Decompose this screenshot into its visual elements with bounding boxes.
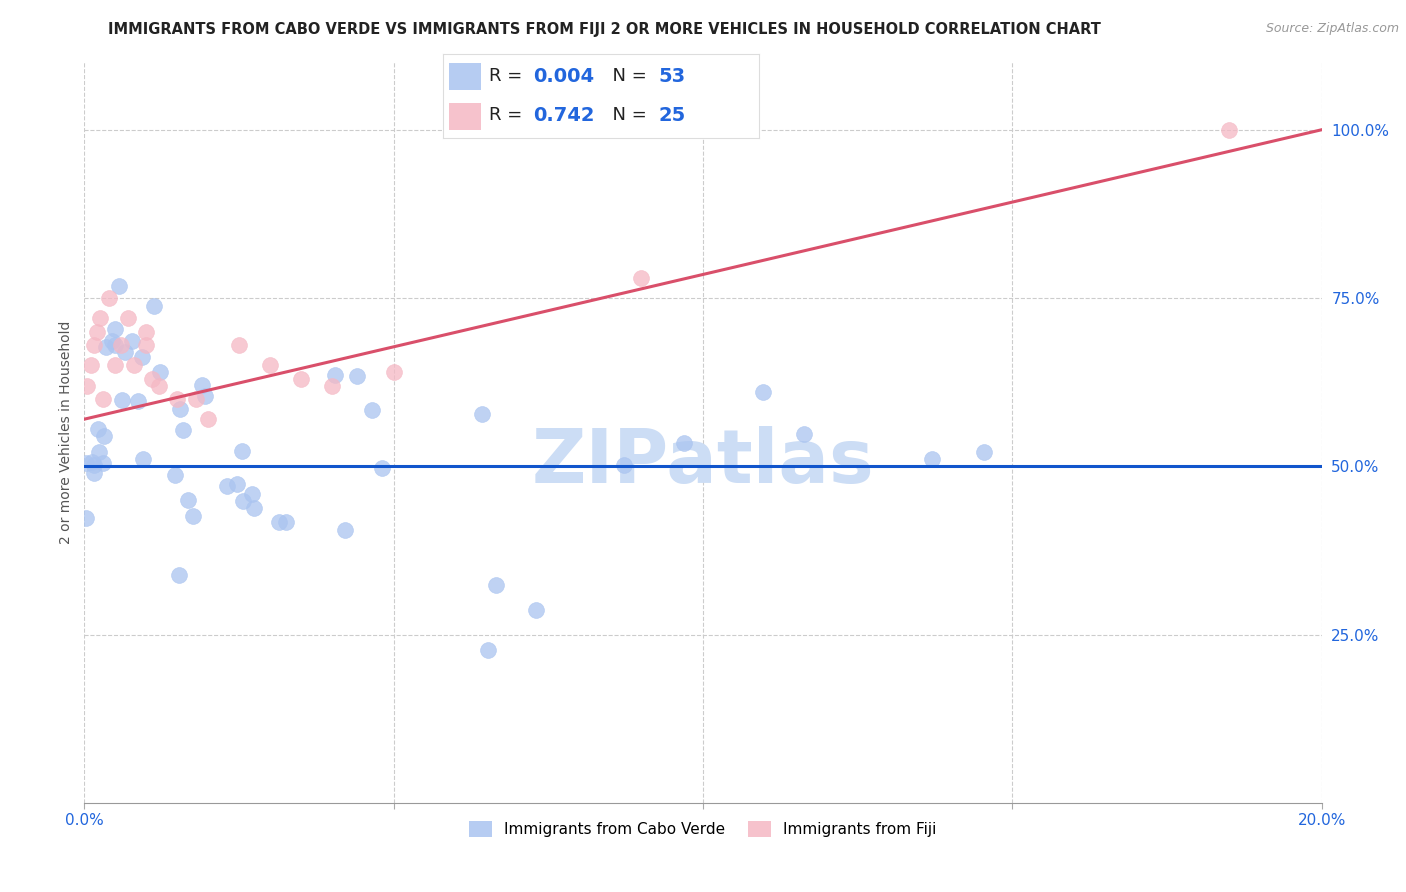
Point <box>973 445 995 459</box>
Point <box>630 270 652 285</box>
Point <box>166 392 188 406</box>
Point <box>228 338 250 352</box>
Point <box>127 394 149 409</box>
Point <box>143 299 166 313</box>
Point <box>191 378 214 392</box>
Point <box>131 350 153 364</box>
Point <box>91 456 114 470</box>
Point <box>360 403 382 417</box>
Point <box>101 334 124 348</box>
Point <box>269 515 291 529</box>
Point <box>111 392 134 407</box>
Point <box>87 422 110 436</box>
Point <box>93 429 115 443</box>
Point <box>83 458 105 472</box>
Point <box>94 340 117 354</box>
Y-axis label: 2 or more Vehicles in Household: 2 or more Vehicles in Household <box>59 321 73 544</box>
Point <box>176 492 198 507</box>
Point <box>104 359 127 373</box>
Point <box>135 325 157 339</box>
FancyBboxPatch shape <box>450 62 481 90</box>
Point <box>197 412 219 426</box>
Point <box>104 338 127 352</box>
Point <box>382 365 405 379</box>
Point <box>231 443 253 458</box>
Point <box>117 311 139 326</box>
Point <box>75 510 97 524</box>
Point <box>1218 122 1240 136</box>
Point <box>194 389 217 403</box>
Point <box>477 643 499 657</box>
Text: N =: N = <box>602 68 652 86</box>
Point <box>226 477 249 491</box>
Point <box>148 378 170 392</box>
Text: N =: N = <box>602 106 652 124</box>
Text: IMMIGRANTS FROM CABO VERDE VS IMMIGRANTS FROM FIJI 2 OR MORE VEHICLES IN HOUSEHO: IMMIGRANTS FROM CABO VERDE VS IMMIGRANTS… <box>108 22 1101 37</box>
Text: R =: R = <box>489 106 527 124</box>
Point <box>217 478 239 492</box>
Point <box>333 524 356 538</box>
Point <box>149 365 172 379</box>
Point <box>323 368 346 382</box>
Point <box>169 402 191 417</box>
Point <box>274 516 297 530</box>
Text: Source: ZipAtlas.com: Source: ZipAtlas.com <box>1265 22 1399 36</box>
Point <box>290 372 312 386</box>
Point <box>793 426 815 441</box>
Point <box>79 359 101 373</box>
Point <box>371 461 394 475</box>
Point <box>108 278 131 293</box>
Point <box>242 487 264 501</box>
Point <box>167 567 190 582</box>
Point <box>181 509 204 524</box>
Point <box>135 338 157 352</box>
FancyBboxPatch shape <box>450 103 481 130</box>
Point <box>76 378 98 392</box>
Point <box>485 578 508 592</box>
Point <box>524 602 547 616</box>
Legend: Immigrants from Cabo Verde, Immigrants from Fiji: Immigrants from Cabo Verde, Immigrants f… <box>463 815 943 843</box>
Text: 53: 53 <box>658 67 685 86</box>
Text: 25: 25 <box>658 106 685 125</box>
Point <box>751 385 773 400</box>
Point <box>259 359 281 373</box>
Point <box>103 322 125 336</box>
Point <box>86 325 108 339</box>
Point <box>184 392 207 406</box>
Point <box>75 457 97 471</box>
Point <box>165 467 187 482</box>
Point <box>89 311 111 326</box>
Point <box>921 451 943 466</box>
Point <box>613 458 636 472</box>
Point <box>87 445 110 459</box>
Point <box>83 467 105 481</box>
Point <box>672 436 695 450</box>
Point <box>114 344 136 359</box>
Text: ZIPatlas: ZIPatlas <box>531 425 875 499</box>
Point <box>83 338 105 352</box>
Text: R =: R = <box>489 68 527 86</box>
Point <box>91 392 114 406</box>
Point <box>242 500 264 515</box>
Point <box>141 372 163 386</box>
Point <box>110 338 132 352</box>
Point <box>172 423 194 437</box>
Point <box>321 378 343 392</box>
Point <box>471 407 494 421</box>
Point <box>346 369 368 384</box>
Text: 0.004: 0.004 <box>533 67 595 86</box>
Point <box>98 291 121 305</box>
Point <box>232 493 254 508</box>
Point <box>132 451 155 466</box>
Point <box>122 359 145 373</box>
Point <box>121 334 143 348</box>
Point <box>82 455 104 469</box>
Text: 0.742: 0.742 <box>533 106 595 125</box>
